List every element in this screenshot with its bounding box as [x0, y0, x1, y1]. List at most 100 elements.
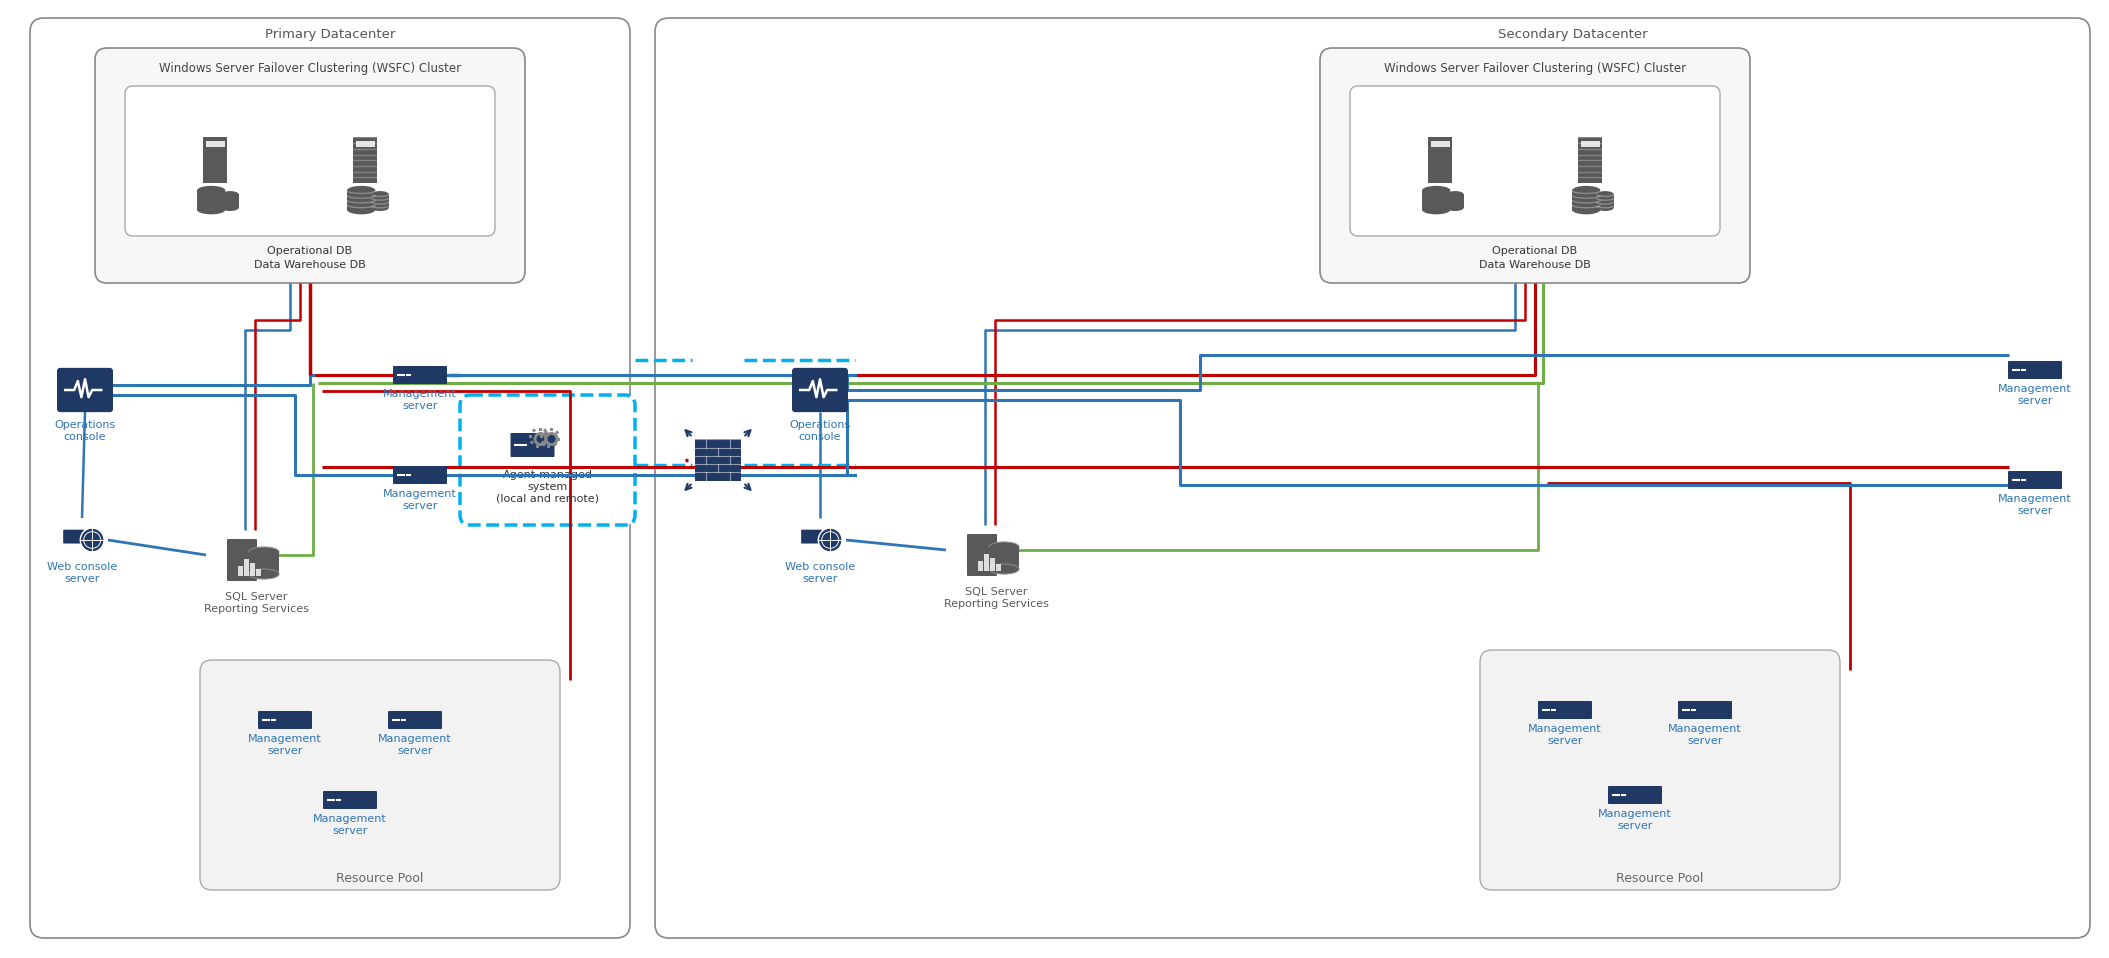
Ellipse shape: [989, 542, 1019, 552]
Circle shape: [80, 528, 103, 552]
Bar: [540, 427, 542, 430]
FancyBboxPatch shape: [1679, 701, 1731, 719]
Bar: [1580, 141, 1599, 147]
Text: Windows Server Failover Clustering (WSFC) Cluster: Windows Server Failover Clustering (WSFC…: [1384, 62, 1685, 75]
Ellipse shape: [196, 186, 226, 195]
Bar: [555, 430, 559, 435]
Bar: [557, 438, 561, 441]
Bar: [249, 552, 278, 574]
Text: Resource Pool: Resource Pool: [335, 872, 424, 885]
Bar: [196, 191, 226, 210]
Circle shape: [544, 432, 559, 446]
FancyBboxPatch shape: [392, 466, 447, 484]
Ellipse shape: [249, 547, 278, 557]
Ellipse shape: [1447, 191, 1464, 197]
FancyBboxPatch shape: [656, 18, 2090, 938]
Ellipse shape: [371, 191, 388, 197]
Text: Management
server: Management server: [1997, 494, 2071, 515]
Bar: [251, 563, 255, 576]
FancyBboxPatch shape: [392, 366, 447, 384]
Text: SQL Server
Reporting Services: SQL Server Reporting Services: [943, 587, 1048, 608]
Text: Agent-managed
system
(local and remote): Agent-managed system (local and remote): [496, 470, 599, 503]
FancyBboxPatch shape: [2008, 361, 2063, 379]
Circle shape: [534, 432, 548, 446]
FancyBboxPatch shape: [59, 369, 112, 411]
Ellipse shape: [249, 569, 278, 579]
Text: Management
server: Management server: [1668, 724, 1742, 745]
Bar: [694, 440, 742, 481]
Bar: [989, 558, 995, 571]
Circle shape: [536, 435, 544, 443]
Ellipse shape: [1597, 191, 1613, 197]
Ellipse shape: [1571, 186, 1601, 195]
Ellipse shape: [371, 204, 388, 211]
Bar: [1421, 191, 1451, 210]
FancyBboxPatch shape: [200, 660, 561, 890]
Bar: [542, 428, 546, 433]
Ellipse shape: [1597, 204, 1613, 211]
FancyBboxPatch shape: [1350, 86, 1721, 236]
FancyBboxPatch shape: [793, 369, 846, 411]
Bar: [529, 435, 531, 438]
Text: Operations
console: Operations console: [789, 420, 850, 442]
Text: Primary Datacenter: Primary Datacenter: [266, 28, 394, 41]
Bar: [529, 441, 534, 445]
Bar: [356, 141, 375, 147]
FancyBboxPatch shape: [388, 711, 443, 729]
Text: Management
server: Management server: [312, 814, 386, 835]
FancyBboxPatch shape: [228, 539, 257, 581]
Bar: [1571, 191, 1601, 210]
Bar: [352, 137, 378, 183]
Bar: [536, 445, 540, 447]
Ellipse shape: [221, 204, 238, 211]
Text: Operational DB: Operational DB: [1493, 246, 1578, 256]
Text: Management
server: Management server: [384, 489, 458, 511]
FancyBboxPatch shape: [1320, 48, 1750, 283]
Bar: [1428, 137, 1453, 183]
Text: SQL Server
Reporting Services: SQL Server Reporting Services: [205, 592, 308, 614]
Text: Web console
server: Web console server: [785, 562, 854, 583]
FancyBboxPatch shape: [510, 433, 555, 457]
Bar: [985, 554, 989, 571]
Bar: [205, 141, 224, 147]
Ellipse shape: [989, 564, 1019, 574]
FancyBboxPatch shape: [460, 395, 635, 525]
Text: Management
server: Management server: [249, 734, 323, 756]
FancyBboxPatch shape: [30, 18, 631, 938]
FancyBboxPatch shape: [1481, 650, 1839, 890]
Bar: [1578, 137, 1603, 183]
FancyBboxPatch shape: [1607, 786, 1662, 804]
Bar: [979, 561, 983, 571]
Text: Management
server: Management server: [384, 389, 458, 411]
Bar: [1447, 194, 1464, 208]
Bar: [542, 443, 546, 446]
Text: Data Warehouse DB: Data Warehouse DB: [253, 260, 365, 270]
Bar: [546, 445, 550, 447]
Bar: [1597, 194, 1613, 208]
Ellipse shape: [1571, 205, 1601, 215]
FancyBboxPatch shape: [257, 711, 312, 729]
Ellipse shape: [1421, 186, 1451, 195]
Text: Management
server: Management server: [378, 734, 451, 756]
Bar: [1430, 141, 1449, 147]
Bar: [255, 569, 262, 576]
Ellipse shape: [221, 191, 238, 197]
Ellipse shape: [1421, 205, 1451, 215]
Text: Operational DB: Operational DB: [268, 246, 352, 256]
Bar: [348, 191, 375, 210]
Text: Resource Pool: Resource Pool: [1615, 872, 1704, 885]
Bar: [540, 441, 544, 445]
Ellipse shape: [348, 186, 375, 195]
Ellipse shape: [196, 205, 226, 215]
Bar: [531, 428, 536, 433]
Text: Web console
server: Web console server: [46, 562, 118, 583]
FancyBboxPatch shape: [968, 534, 998, 576]
Bar: [995, 564, 1002, 571]
Text: Data Warehouse DB: Data Warehouse DB: [1478, 260, 1590, 270]
Ellipse shape: [348, 205, 375, 215]
Text: Management
server: Management server: [1997, 384, 2071, 405]
Ellipse shape: [1447, 204, 1464, 211]
FancyBboxPatch shape: [801, 530, 823, 543]
FancyBboxPatch shape: [124, 86, 496, 236]
Circle shape: [548, 435, 555, 443]
